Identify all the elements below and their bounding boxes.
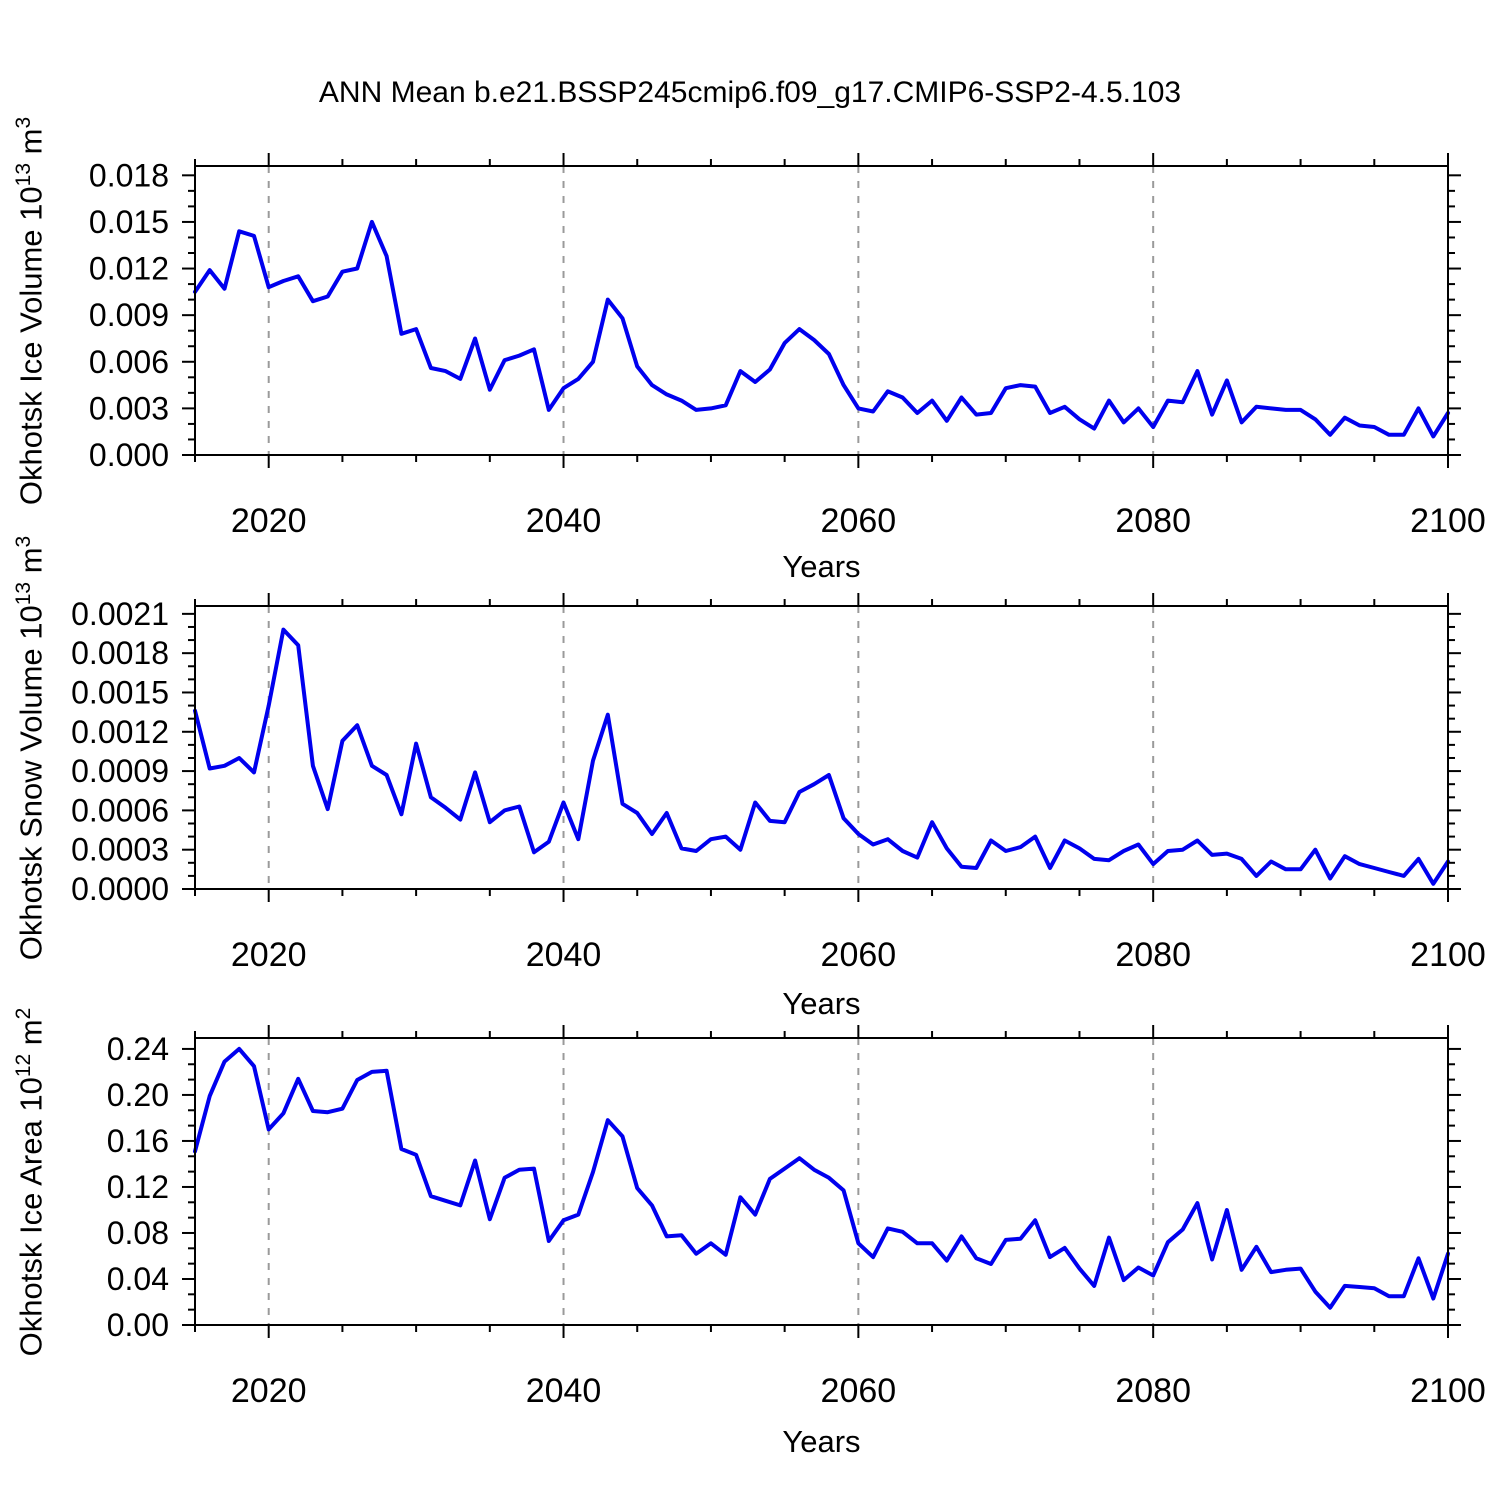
- y-tick-label: 0.04: [107, 1261, 169, 1297]
- x-tick-label: 2080: [1115, 502, 1191, 540]
- y-axis-label-unit-exponent: 3: [12, 535, 35, 548]
- x-axis-label-panel3: Years: [782, 1424, 861, 1459]
- y-tick-label: 0.0012: [71, 714, 169, 750]
- x-tick-label: 2100: [1410, 936, 1486, 974]
- y-tick-label: 0.0003: [71, 832, 169, 868]
- y-tick-label: 0.015: [89, 204, 169, 240]
- y-tick-label: 0.0000: [71, 871, 169, 907]
- y-axis-label-unit-exponent: 2: [12, 1007, 35, 1020]
- ice-volume-frame: [194, 165, 1449, 456]
- chart-title: ANN Mean b.e21.BSSP245cmip6.f09_g17.CMIP…: [318, 76, 1182, 109]
- y-tick-label: 0.0018: [71, 635, 169, 671]
- x-tick-label: 2020: [231, 1372, 307, 1410]
- x-tick-label: 2040: [526, 936, 602, 974]
- y-axis-label-ice-volume: Okhotsk Ice Volume 1013 m3: [12, 117, 49, 505]
- x-tick-label: 2080: [1115, 1372, 1191, 1410]
- y-tick-label: 0.16: [107, 1123, 169, 1159]
- y-tick-label: 0.08: [107, 1215, 169, 1251]
- y-tick-label: 0.012: [89, 251, 169, 287]
- y-axis-label-ice-area: Okhotsk Ice Area 1012 m2: [12, 1008, 49, 1357]
- x-tick-label: 2080: [1115, 936, 1191, 974]
- y-axis-label-exponent: 13: [12, 162, 35, 187]
- x-tick-label: 2060: [821, 1372, 897, 1410]
- y-tick-label: 0.00: [107, 1307, 169, 1343]
- y-tick-label: 0.0015: [71, 674, 169, 710]
- x-tick-label: 2020: [231, 502, 307, 540]
- ice-area-line: [193, 1046, 1450, 1310]
- y-tick-label: 0.003: [89, 390, 169, 426]
- y-tick-label: 0.006: [89, 344, 169, 380]
- y-tick-label: 0.000: [89, 437, 169, 473]
- ice-volume-line: [193, 219, 1450, 439]
- x-tick-label: 2100: [1410, 1372, 1486, 1410]
- y-tick-label: 0.20: [107, 1077, 169, 1113]
- y-axis-label-text: Okhotsk Ice Volume 10: [13, 186, 49, 506]
- ice-area-frame: [194, 1037, 1449, 1326]
- y-tick-label: 0.12: [107, 1169, 169, 1205]
- x-tick-label: 2040: [526, 1372, 602, 1410]
- x-axis-label-panel1: Years: [782, 549, 861, 584]
- y-axis-label-exponent: 13: [12, 581, 35, 606]
- x-tick-label: 2060: [821, 502, 897, 540]
- y-axis-label-unit: m: [13, 1019, 49, 1054]
- x-tick-label: 2100: [1410, 502, 1486, 540]
- y-axis-label-unit: m: [13, 547, 49, 582]
- x-tick-label: 2060: [821, 936, 897, 974]
- y-tick-label: 0.018: [89, 157, 169, 193]
- y-tick-label: 0.009: [89, 297, 169, 333]
- x-tick-label: 2040: [526, 502, 602, 540]
- y-tick-label: 0.24: [107, 1031, 169, 1067]
- y-axis-label-unit-exponent: 3: [12, 116, 35, 129]
- x-tick-label: 2020: [231, 936, 307, 974]
- y-axis-label-text: Okhotsk Snow Volume 10: [13, 605, 49, 961]
- y-tick-label: 0.0006: [71, 792, 169, 828]
- snow-volume-line: [193, 627, 1450, 886]
- x-axis-label-panel2: Years: [782, 986, 861, 1021]
- y-axis-label-unit: m: [13, 128, 49, 163]
- y-axis-label-exponent: 12: [12, 1053, 35, 1078]
- y-tick-label: 0.0009: [71, 753, 169, 789]
- y-tick-label: 0.0021: [71, 596, 169, 632]
- y-axis-label-snow-volume: Okhotsk Snow Volume 1013 m3: [12, 536, 49, 960]
- snow-volume-frame: [194, 605, 1449, 890]
- y-axis-label-text: Okhotsk Ice Area 10: [13, 1077, 49, 1357]
